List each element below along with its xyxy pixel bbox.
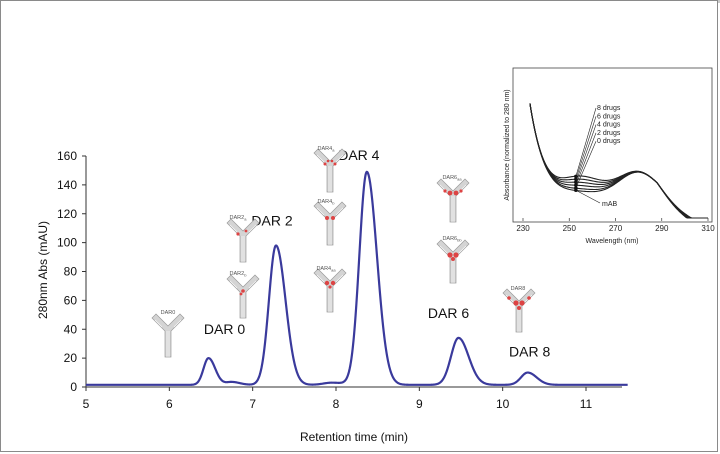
structure-label-dar4b-sub: b bbox=[332, 201, 335, 206]
inset-leader-line bbox=[575, 124, 597, 183]
antibody-dar6aa-icon bbox=[436, 178, 470, 223]
inset-x-tick-label: 290 bbox=[655, 224, 669, 233]
inset-legend-label: 4 drugs bbox=[597, 122, 621, 129]
antibody-dar4a-icon bbox=[313, 148, 347, 193]
structure-label-dar2a-sub: a bbox=[244, 217, 247, 222]
y-tick-label: 80 bbox=[64, 265, 78, 279]
structure-label-dar4b: DAR4b bbox=[318, 199, 336, 206]
x-ticks: 5 6 7 8 9 10 11 bbox=[83, 387, 593, 411]
inset-legend-label: 8 drugs bbox=[597, 105, 621, 112]
x-tick-label: 10 bbox=[496, 397, 510, 411]
structure-label-dar2a-main: DAR2 bbox=[230, 215, 245, 221]
peak-label-dar6: DAR 6 bbox=[428, 305, 469, 321]
antibody-dar0-icon bbox=[151, 313, 185, 358]
peak-label-dar2: DAR 2 bbox=[251, 213, 292, 229]
x-tick-label: 8 bbox=[333, 397, 340, 411]
y-tick-label: 140 bbox=[57, 178, 77, 192]
structure-label-dar4b-main: DAR4 bbox=[318, 199, 333, 205]
peak-labels: DAR 0 DAR 2 DAR 4 DAR 6 DAR 8 bbox=[204, 147, 551, 360]
inset-x-axis-title: Wavelength (nm) bbox=[585, 238, 638, 245]
inset-leader-line bbox=[575, 141, 597, 189]
inset-curves bbox=[529, 103, 708, 219]
structure-label-dar4aa-main: DAR4 bbox=[316, 266, 331, 272]
structure-label-dar6bb-main: DAR6 bbox=[442, 236, 457, 242]
antibody-dar4aa-icon bbox=[313, 268, 347, 313]
antibody-dar6bb-icon bbox=[436, 239, 470, 284]
peak-label-dar8: DAR 8 bbox=[509, 344, 550, 360]
chromatogram-line bbox=[86, 170, 628, 386]
inset-y-axis-title: Absorbance (normalized to 280 nm) bbox=[504, 89, 511, 200]
structure-label-dar6aa: DAR6aa bbox=[442, 175, 462, 182]
x-tick-label: 6 bbox=[166, 397, 173, 411]
y-tick-label: 20 bbox=[64, 351, 78, 365]
inset-leader-line bbox=[575, 116, 597, 180]
inset-frame bbox=[512, 67, 713, 223]
structure-label-dar2a: DAR2a bbox=[230, 215, 248, 222]
inset-legend-label: 6 drugs bbox=[597, 113, 621, 120]
antibody-dar8-icon bbox=[502, 288, 536, 333]
x-tick-label: 11 bbox=[580, 397, 593, 411]
x-axis-title: Retention time (min) bbox=[300, 430, 408, 444]
structure-label-dar6bb-sub: bb bbox=[457, 238, 462, 243]
structure-label-dar4a: DAR4a bbox=[318, 146, 336, 153]
structure-label-dar0: DAR0 bbox=[161, 310, 176, 316]
antibody-dar2b-icon bbox=[226, 274, 260, 319]
inset-legend-label: 2 drugs bbox=[597, 130, 621, 137]
structure-label-dar8: DAR8 bbox=[511, 286, 526, 292]
structure-label-dar4a-main: DAR4 bbox=[318, 146, 333, 152]
antibody-dar4b-icon bbox=[313, 201, 347, 246]
y-ticks: 0 20 40 60 80 100 120 140 160 bbox=[57, 149, 86, 394]
inset-curve bbox=[529, 103, 708, 219]
structure-label-dar4aa: DAR4aa bbox=[316, 266, 336, 273]
structure-label-dar6aa-main: DAR6 bbox=[442, 175, 457, 181]
structure-label-dar6aa-sub: aa bbox=[457, 177, 462, 182]
structure-label-dar4aa-sub: aa bbox=[331, 268, 336, 273]
antibody-dar2a-icon bbox=[226, 218, 260, 263]
structure-label-dar2b: DAR2b bbox=[230, 271, 248, 278]
inset-x-tick-label: 270 bbox=[609, 224, 623, 233]
peak-label-dar0: DAR 0 bbox=[204, 321, 245, 337]
structure-label-dar4a-sub: a bbox=[332, 148, 335, 153]
x-tick-label: 9 bbox=[416, 397, 423, 411]
inset-x-tick-label: 250 bbox=[563, 224, 577, 233]
y-tick-label: 0 bbox=[70, 380, 77, 394]
inset-marker bbox=[574, 188, 578, 193]
structure-label-dar2b-main: DAR2 bbox=[230, 271, 245, 277]
inset-legend-label: mAB bbox=[602, 201, 618, 208]
inset-leader-line bbox=[575, 132, 597, 186]
inset-x-tick-label: 230 bbox=[516, 224, 530, 233]
y-tick-label: 60 bbox=[64, 293, 78, 307]
y-axis-title: 280nm Abs (mAU) bbox=[36, 221, 50, 319]
inset-leader-line bbox=[575, 107, 597, 177]
y-tick-label: 40 bbox=[64, 322, 78, 336]
peak-label-dar4: DAR 4 bbox=[338, 147, 379, 163]
y-tick-label: 100 bbox=[57, 236, 77, 250]
structure-label-dar2b-sub: b bbox=[244, 273, 247, 278]
inset-x-tick-label: 310 bbox=[701, 224, 715, 233]
structure-labels: DAR0 DAR2a DAR2b DAR4a DAR4b DAR4aa DAR6… bbox=[161, 146, 526, 316]
structure-label-dar6bb: DAR6bb bbox=[442, 236, 462, 243]
inset-leader-line bbox=[575, 189, 601, 204]
inset-legend-label: 0 drugs bbox=[597, 138, 621, 145]
x-tick-label: 7 bbox=[249, 397, 256, 411]
x-tick-label: 5 bbox=[83, 397, 90, 411]
y-tick-label: 160 bbox=[57, 149, 77, 163]
antibody-glyphs bbox=[151, 148, 536, 358]
inset-x-ticks: 230 250 270 290 310 bbox=[516, 218, 715, 233]
y-tick-label: 120 bbox=[57, 207, 77, 221]
